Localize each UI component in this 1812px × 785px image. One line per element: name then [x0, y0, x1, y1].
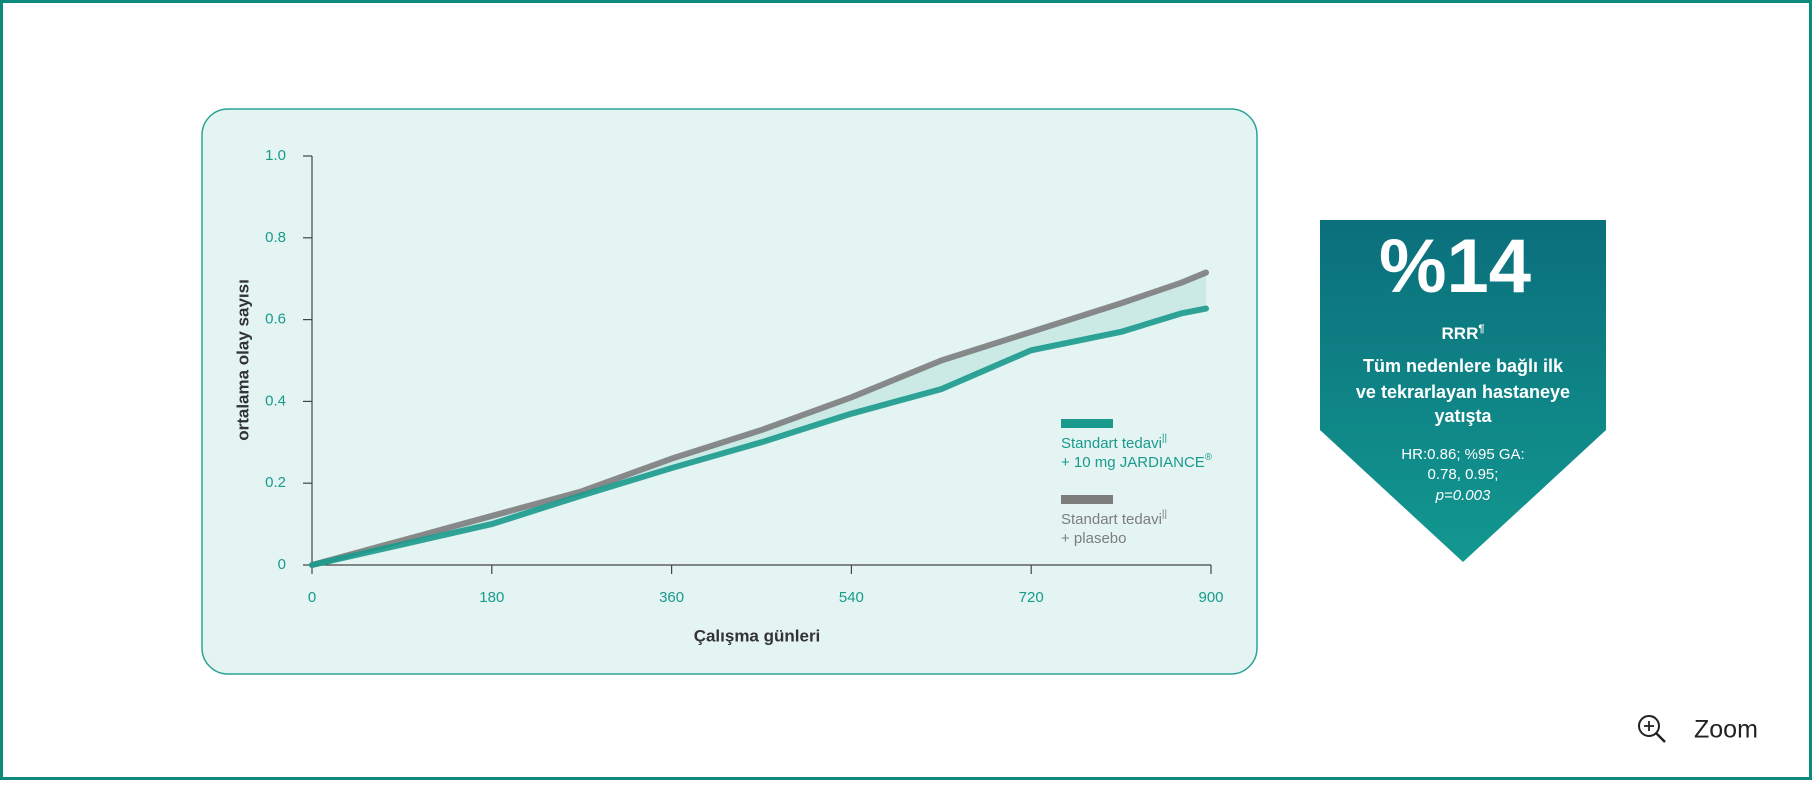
badge-label-text: RRR	[1442, 324, 1479, 343]
badge-label-note: ¶	[1478, 323, 1484, 335]
badge-description: yatışta	[1434, 406, 1492, 426]
x-tick-label: 360	[659, 589, 684, 606]
zoom-icon	[1655, 732, 1666, 743]
badge-stat: p=0.003	[1435, 487, 1491, 504]
y-axis-title: ortalama olay sayısı	[233, 279, 252, 441]
chart: 0 0.2 0.4 0.6 0.8 1.0 0 180 360 540 720 900 Çalışma …	[233, 147, 1223, 646]
legend-label: + plasebo	[1061, 530, 1126, 547]
legend-label: Standart tedavi||	[1061, 509, 1167, 528]
x-axis-title: Çalışma günleri	[694, 626, 821, 645]
series-line	[309, 269, 1210, 568]
y-tick-label: 0.4	[265, 392, 286, 409]
legend-note: ||	[1162, 433, 1167, 444]
legend-swatch	[1061, 419, 1113, 428]
y-tick-label: 0.8	[265, 229, 286, 246]
x-tick-label: 540	[839, 589, 864, 606]
legend-text: Standart tedavi	[1061, 435, 1162, 452]
badge-description: Tüm nedenlere bağlı ilk	[1363, 356, 1564, 376]
badge-stat: 0.78, 0.95;	[1428, 466, 1499, 483]
legend-label: + 10 mg JARDIANCE®	[1061, 452, 1213, 471]
badge-label: RRR¶	[1442, 323, 1485, 344]
x-tick-label: 720	[1019, 589, 1044, 606]
y-tick-label: 0.2	[265, 474, 286, 491]
badge-shape	[1320, 220, 1606, 562]
chart-panel	[201, 108, 1258, 675]
badge-stat: HR:0.86; %95 GA:	[1401, 446, 1524, 463]
y-tick-label: 0	[278, 556, 286, 573]
legend-note: ®	[1205, 452, 1213, 463]
x-tick-label: 900	[1198, 589, 1223, 606]
legend-text: + plasebo	[1061, 530, 1126, 547]
badge-headline: %14	[1379, 224, 1531, 309]
legend-swatch	[1061, 495, 1113, 504]
zoom-label[interactable]: Zoom	[1694, 716, 1758, 744]
legend-note: ||	[1162, 509, 1167, 520]
legend-label: Standart tedavi||	[1061, 433, 1167, 452]
zoom-button[interactable]: Zoom	[1638, 715, 1758, 744]
zoom-icon	[1638, 715, 1660, 737]
legend-text: Standart tedavi	[1061, 511, 1162, 528]
x-tick-label: 180	[479, 589, 504, 606]
legend-text: + 10 mg JARDIANCE	[1061, 454, 1205, 471]
series-line	[309, 305, 1210, 568]
badge: %14 RRR¶ Tüm nedenlere bağlı ilk ve tekr…	[1320, 220, 1606, 562]
x-tick-label: 0	[308, 589, 316, 606]
y-tick-label: 1.0	[265, 147, 286, 164]
badge-description: ve tekrarlayan hastaneye	[1356, 382, 1570, 402]
y-tick-label: 0.6	[265, 311, 286, 328]
